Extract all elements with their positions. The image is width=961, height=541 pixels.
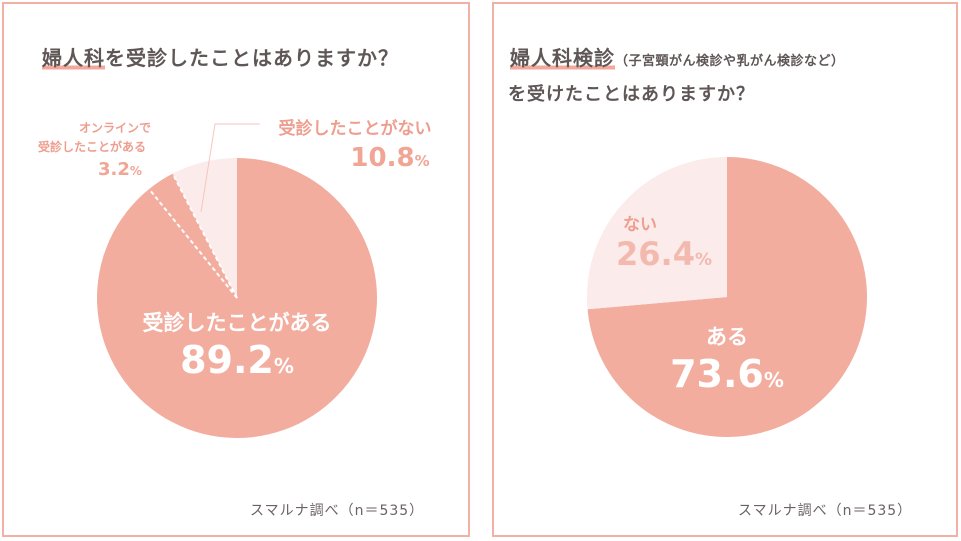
right-title-line2: を受けたことはありますか？ <box>508 84 755 105</box>
slice-value-online: 3.2% <box>98 159 142 180</box>
left-source-note: スマルナ調べ（n＝535） <box>250 503 425 519</box>
leader-line <box>200 123 260 213</box>
left-chart-title: 婦人科を受診したことはありますか？ <box>42 42 399 72</box>
pie-divider-dashed <box>148 188 238 299</box>
slice-value-consulted: 89.2% <box>180 338 294 382</box>
slice-label-online-line1: オンラインで <box>79 121 151 135</box>
right-source-note: スマルナ調べ（n＝535） <box>738 503 913 519</box>
pie-divider-dashed <box>171 173 238 299</box>
pie-slice-yes <box>587 157 867 437</box>
slice-label-no: ない <box>623 215 657 235</box>
slice-value-yes: 73.6% <box>670 352 784 396</box>
slice-label-not-consulted: 受診したことがない <box>279 118 432 139</box>
right-title-highlight: 婦人科検診 <box>510 42 615 72</box>
pie-slice-consulted <box>97 158 378 438</box>
slice-label-online-line2: 受診したことがある <box>38 139 146 154</box>
right-chart-title: 婦人科検診（子宮頸がん検診や乳がん検診など） <box>510 42 845 72</box>
left-title-rest: を受診したことはありますか？ <box>105 46 399 70</box>
right-title-paren: （子宮頸がん検診や乳がん検診など） <box>615 54 845 69</box>
left-title-highlight: 婦人科 <box>42 42 105 72</box>
slice-value-not-consulted: 10.8% <box>350 143 429 173</box>
pie-slice-not-consulted <box>172 158 237 298</box>
slice-label-consulted: 受診したことがある <box>143 311 332 335</box>
slice-label-yes: ある <box>706 325 748 349</box>
pie-slice-online-consulted <box>149 173 237 298</box>
pie-slice-no <box>586 157 727 310</box>
slice-value-no: 26.4% <box>616 235 712 273</box>
